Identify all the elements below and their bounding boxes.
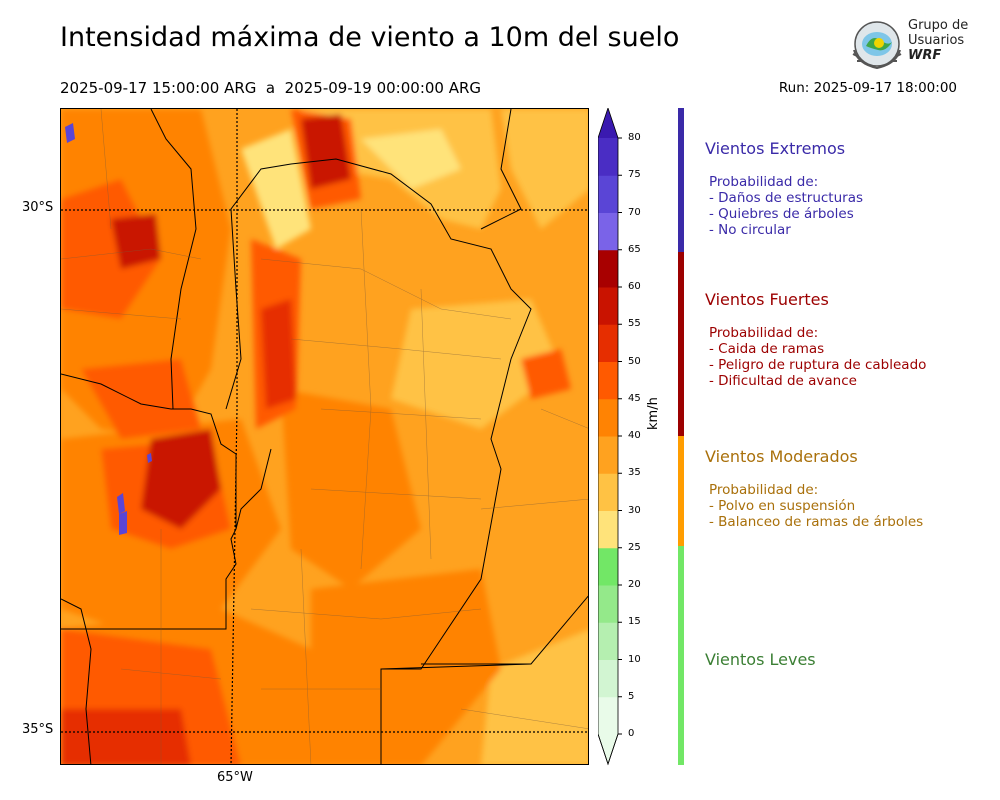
category-bar-light	[678, 546, 684, 765]
colorbar-tick-label: 55	[628, 318, 641, 330]
colorbar-band	[598, 287, 618, 325]
colorbar-tick-label: 70	[628, 206, 641, 218]
latitude-label-30s: 30°S	[22, 200, 54, 215]
extreme-wind-patch	[65, 123, 75, 143]
department-boundaries	[61, 109, 588, 764]
category-line: - Quiebres de árboles	[709, 206, 854, 222]
graticule-lines	[61, 109, 588, 764]
category-title: Vientos Leves	[705, 650, 816, 669]
category-light: Vientos Leves	[705, 650, 816, 669]
colorbar-band	[598, 622, 618, 660]
logo-line-3: WRF	[908, 48, 942, 63]
colorbar-band	[598, 510, 618, 549]
colorbar-band	[598, 473, 618, 511]
category-strong: Vientos Fuertes Probabilidad de: - Caida…	[705, 290, 926, 389]
globe-icon	[852, 21, 902, 70]
colorbar-tick-label: 0	[628, 728, 635, 739]
colorbar-band	[598, 138, 618, 176]
colorbar-tick-label: 45	[628, 392, 641, 404]
colorbar-band	[598, 585, 618, 623]
colorbar-lower-extension	[597, 733, 619, 766]
category-line: Probabilidad de:	[709, 325, 819, 341]
category-bar-extreme	[678, 108, 684, 252]
colorbar-tick-label: 20	[628, 579, 641, 590]
colorbar-tick-label: 40	[628, 430, 641, 441]
category-title: Vientos Fuertes	[705, 290, 829, 309]
chart-title: Intensidad máxima de viento a 10m del su…	[60, 22, 680, 53]
colorbar-band	[598, 547, 618, 586]
colorbar-tick-label: 80	[628, 132, 641, 143]
category-line: - Polvo en suspensión	[709, 498, 856, 514]
wind-field-plot	[61, 109, 588, 764]
colorbar-band	[598, 436, 618, 474]
wind-colorbar: 0 5 10 15 20 25 30 35 40 45 50 55 60 65 70 75 80	[597, 106, 678, 768]
province-boundaries	[61, 109, 588, 764]
colorbar-tick-label: 5	[628, 690, 635, 702]
colorbar-upper-extension	[598, 108, 618, 138]
category-line: - Caida de ramas	[709, 341, 825, 357]
run-timestamp: Run: 2025-09-17 18:00:00	[778, 80, 957, 96]
colorbar-band	[598, 398, 618, 437]
colorbar-tick-label: 50	[628, 355, 641, 367]
category-line: - Peligro de ruptura de cableado	[709, 357, 927, 373]
colorbar-tick-label: 35	[628, 467, 641, 479]
colorbar-tick-label: 60	[628, 281, 641, 292]
forecast-period: 2025-09-17 15:00:00 ARG a 2025-09-19 00:…	[60, 79, 482, 97]
category-title: Vientos Extremos	[705, 139, 846, 158]
category-line: - No circular	[709, 222, 791, 238]
colorbar-tick-label: 25	[628, 541, 641, 553]
category-line: Probabilidad de:	[709, 482, 819, 498]
category-line: - Daños de estructuras	[709, 190, 864, 206]
extreme-wind-patch	[147, 453, 152, 463]
category-bar-strong	[678, 252, 684, 436]
category-moderate: Vientos Moderados Probabilidad de: - Pol…	[705, 447, 923, 530]
colorbar-band	[598, 175, 618, 213]
category-line: - Dificultad de avance	[709, 373, 857, 389]
latitude-label-35s: 35°S	[22, 722, 54, 737]
colorbar-tick-label: 15	[628, 616, 641, 628]
colorbar-band	[598, 659, 618, 698]
longitude-label-65w: 65°W	[217, 770, 253, 785]
colorbar-band	[598, 324, 618, 362]
colorbar-band	[598, 249, 618, 288]
colorbar-tick-label: 30	[628, 504, 641, 516]
colorbar-band	[598, 212, 618, 251]
colorbar-tick-label: 10	[628, 653, 641, 665]
category-title: Vientos Moderados	[705, 447, 858, 466]
category-color-bar	[678, 108, 684, 765]
category-line: Probabilidad de:	[709, 174, 819, 190]
colorbar-unit: km/h	[646, 397, 661, 430]
extreme-wind-patch	[117, 493, 125, 514]
logo-line-1: Grupo de	[908, 18, 969, 33]
logo-line-2: Usuarios	[908, 33, 965, 48]
extreme-wind-patch	[119, 511, 127, 535]
wind-map	[60, 108, 589, 765]
colorbar-tick-label: 75	[628, 169, 641, 181]
colorbar-band	[598, 696, 618, 735]
wind-contours	[61, 109, 588, 764]
category-bar-moderate	[678, 436, 684, 546]
colorbar-tick-label: 65	[628, 243, 641, 255]
colorbar-scale	[597, 106, 622, 766]
wrf-group-logo: Grupo de Usuarios WRF	[848, 16, 968, 74]
colorbar-band	[598, 361, 618, 400]
category-extreme: Vientos Extremos Probabilidad de: - Daño…	[705, 139, 863, 238]
category-line: - Balanceo de ramas de árboles	[709, 514, 924, 530]
